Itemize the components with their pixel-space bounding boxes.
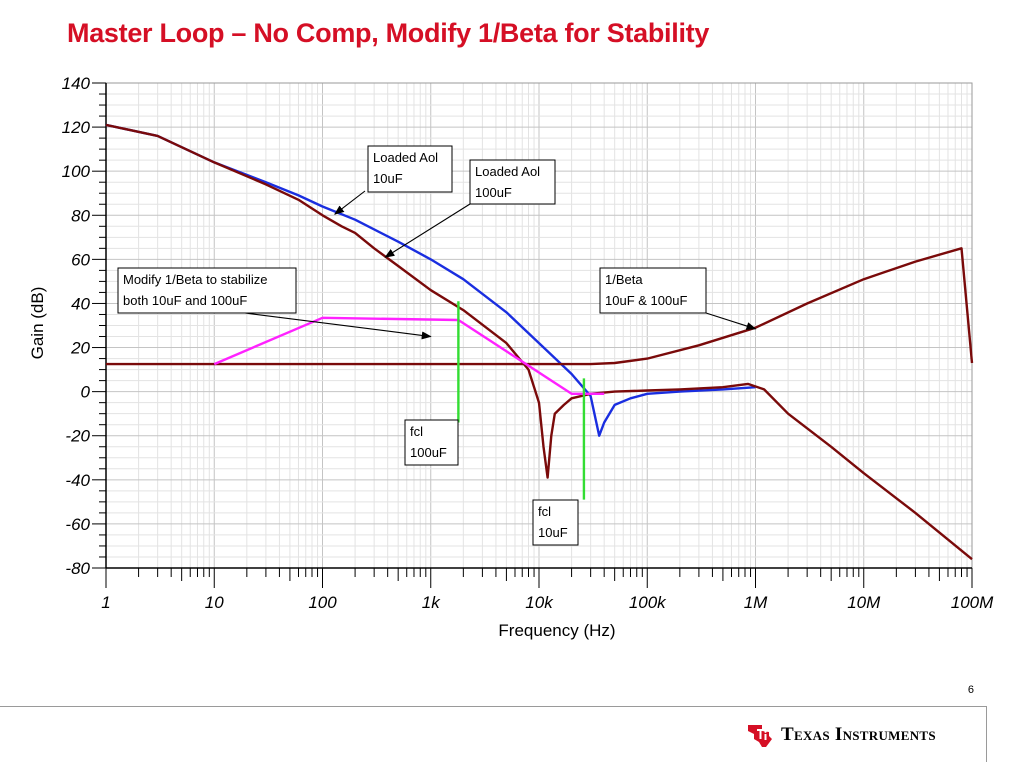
annotation-box [367,145,453,193]
brand: Texas Instruments [745,718,936,752]
annotation-text: Loaded Aol [475,164,540,179]
page-number: 6 [967,684,974,696]
annotation-text: 10uF [373,171,403,186]
x-tick-label: 100 [308,593,337,612]
y-tick-label: 80 [71,206,90,225]
x-tick-label: 1M [744,593,768,612]
annotations: Loaded Aol 10uF Loaded Aol 100uF Modify 1/Be… [117,145,757,546]
y-tick-label: 120 [62,118,91,137]
annotation-beta: 1/Beta 10uF & 100uF [599,267,757,330]
series-beta-modified [213,316,605,395]
x-axis-title: Frequency (Hz) [498,621,615,640]
series-beta-original [106,247,974,366]
annotation-arrow [334,190,366,215]
y-tick-label: -40 [65,471,90,490]
annotation-box [532,499,579,546]
y-tick-label: 140 [62,74,91,93]
ti-state-logo-icon [748,725,772,747]
y-tick-label: -60 [65,515,90,534]
y-tick-label: 100 [62,162,91,181]
annotation-text: 100uF [410,445,447,460]
annotation-box [469,159,556,205]
annotation-fcl-10uf: fcl 10uF [532,499,579,546]
y-tick-label: 60 [71,250,90,269]
x-tick-label: 1 [101,593,110,612]
series-aol-10uF [105,123,756,437]
y-axis-title: Gain (dB) [28,287,47,360]
brand-name: Texas Instruments [781,724,936,745]
x-tick-label: 100M [951,593,994,612]
annotation-box [117,267,297,314]
annotation-text: 1/Beta [605,272,643,287]
x-tick-label: 1k [422,593,441,612]
annotation-modify-beta: Modify 1/Beta to stabilize both 10uF and … [117,267,432,340]
annotation-text: 100uF [475,185,512,200]
series-layer [105,123,974,561]
annotation-arrow [244,312,432,340]
annotation-box [599,267,707,314]
bode-plot: -80 -60 -40 -20 0 20 40 60 80 100 120 140 1 10 100 1k 10… [28,74,994,640]
series-aol-100uF [105,123,973,561]
fcl-markers [457,301,586,500]
x-tick-label: 10M [847,593,881,612]
annotation-text: fcl [538,504,551,519]
y-tick-label: -20 [65,427,90,446]
annotation-arrow [384,203,471,258]
plot-grid [105,82,972,569]
annotation-fcl-100uf: fcl 100uF [404,419,459,466]
y-tick-label: 20 [70,339,90,358]
annotation-text: 10uF & 100uF [605,293,687,308]
y-tick-label: -80 [65,559,90,578]
annotation-aol-10uf: Loaded Aol 10uF [334,145,453,215]
annotation-text: fcl [410,424,423,439]
x-tick-label: 100k [629,593,667,612]
slide-title: Master Loop – No Comp, Modify 1/Beta for… [67,18,710,48]
y-tick-label: 0 [81,383,91,402]
footer-bar [0,706,987,762]
annotation-text: Loaded Aol [373,150,438,165]
annotation-aol-100uf: Loaded Aol 100uF [384,159,556,258]
annotation-text: both 10uF and 100uF [123,293,247,308]
annotation-text: Modify 1/Beta to stabilize [123,272,268,287]
axes: -80 -60 -40 -20 0 20 40 60 80 100 120 140 1 10 100 1k 10… [62,74,994,612]
y-tick-label: 40 [71,294,90,313]
annotation-arrow [705,312,757,330]
x-tick-label: 10k [525,593,554,612]
x-tick-label: 10 [205,593,224,612]
annotation-text: 10uF [538,525,568,540]
annotation-box [404,419,459,466]
